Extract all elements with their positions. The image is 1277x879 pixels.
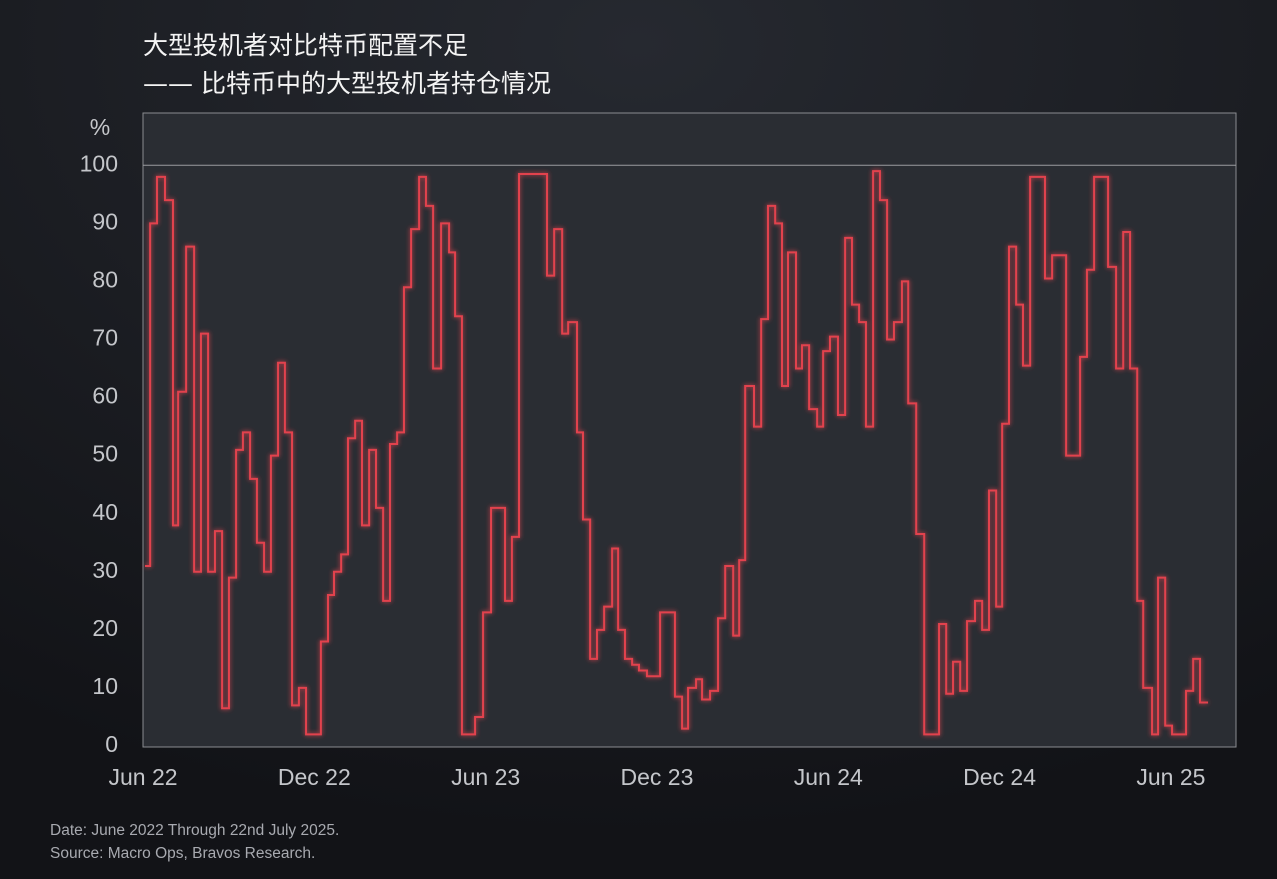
x-tick-label: Jun 24 [794, 764, 863, 790]
y-tick-label: 40 [92, 499, 118, 525]
footnote: Date: June 2022 Through 22nd July 2025. [50, 822, 339, 839]
y-tick-label: 10 [92, 673, 118, 699]
y-tick-label: 50 [92, 441, 118, 467]
y-tick-label: 60 [92, 383, 118, 409]
chart-subtitle: —— 比特币中的大型投机者持仓情况 [143, 69, 551, 98]
x-tick-label: Jun 25 [1136, 764, 1205, 790]
y-tick-label: 0 [105, 731, 118, 757]
x-tick-label: Jun 23 [451, 764, 520, 790]
y-tick-label: 70 [92, 325, 118, 351]
y-tick-label: 30 [92, 557, 118, 583]
x-tick-label: Jun 22 [108, 764, 177, 790]
y-tick-label: 80 [92, 266, 118, 292]
chart-title: 大型投机者对比特币配置不足 [143, 31, 468, 60]
plot-area [142, 112, 1237, 748]
x-tick-label: Dec 23 [621, 764, 694, 790]
y-unit: % [90, 114, 110, 140]
x-tick-label: Dec 22 [278, 764, 351, 790]
footnote: Source: Macro Ops, Bravos Research. [50, 845, 315, 862]
y-tick-label: 90 [92, 208, 118, 234]
y-tick-label: 100 [80, 150, 118, 176]
series-line [144, 170, 1209, 736]
x-tick-label: Dec 24 [963, 764, 1036, 790]
y-tick-label: 20 [92, 615, 118, 641]
